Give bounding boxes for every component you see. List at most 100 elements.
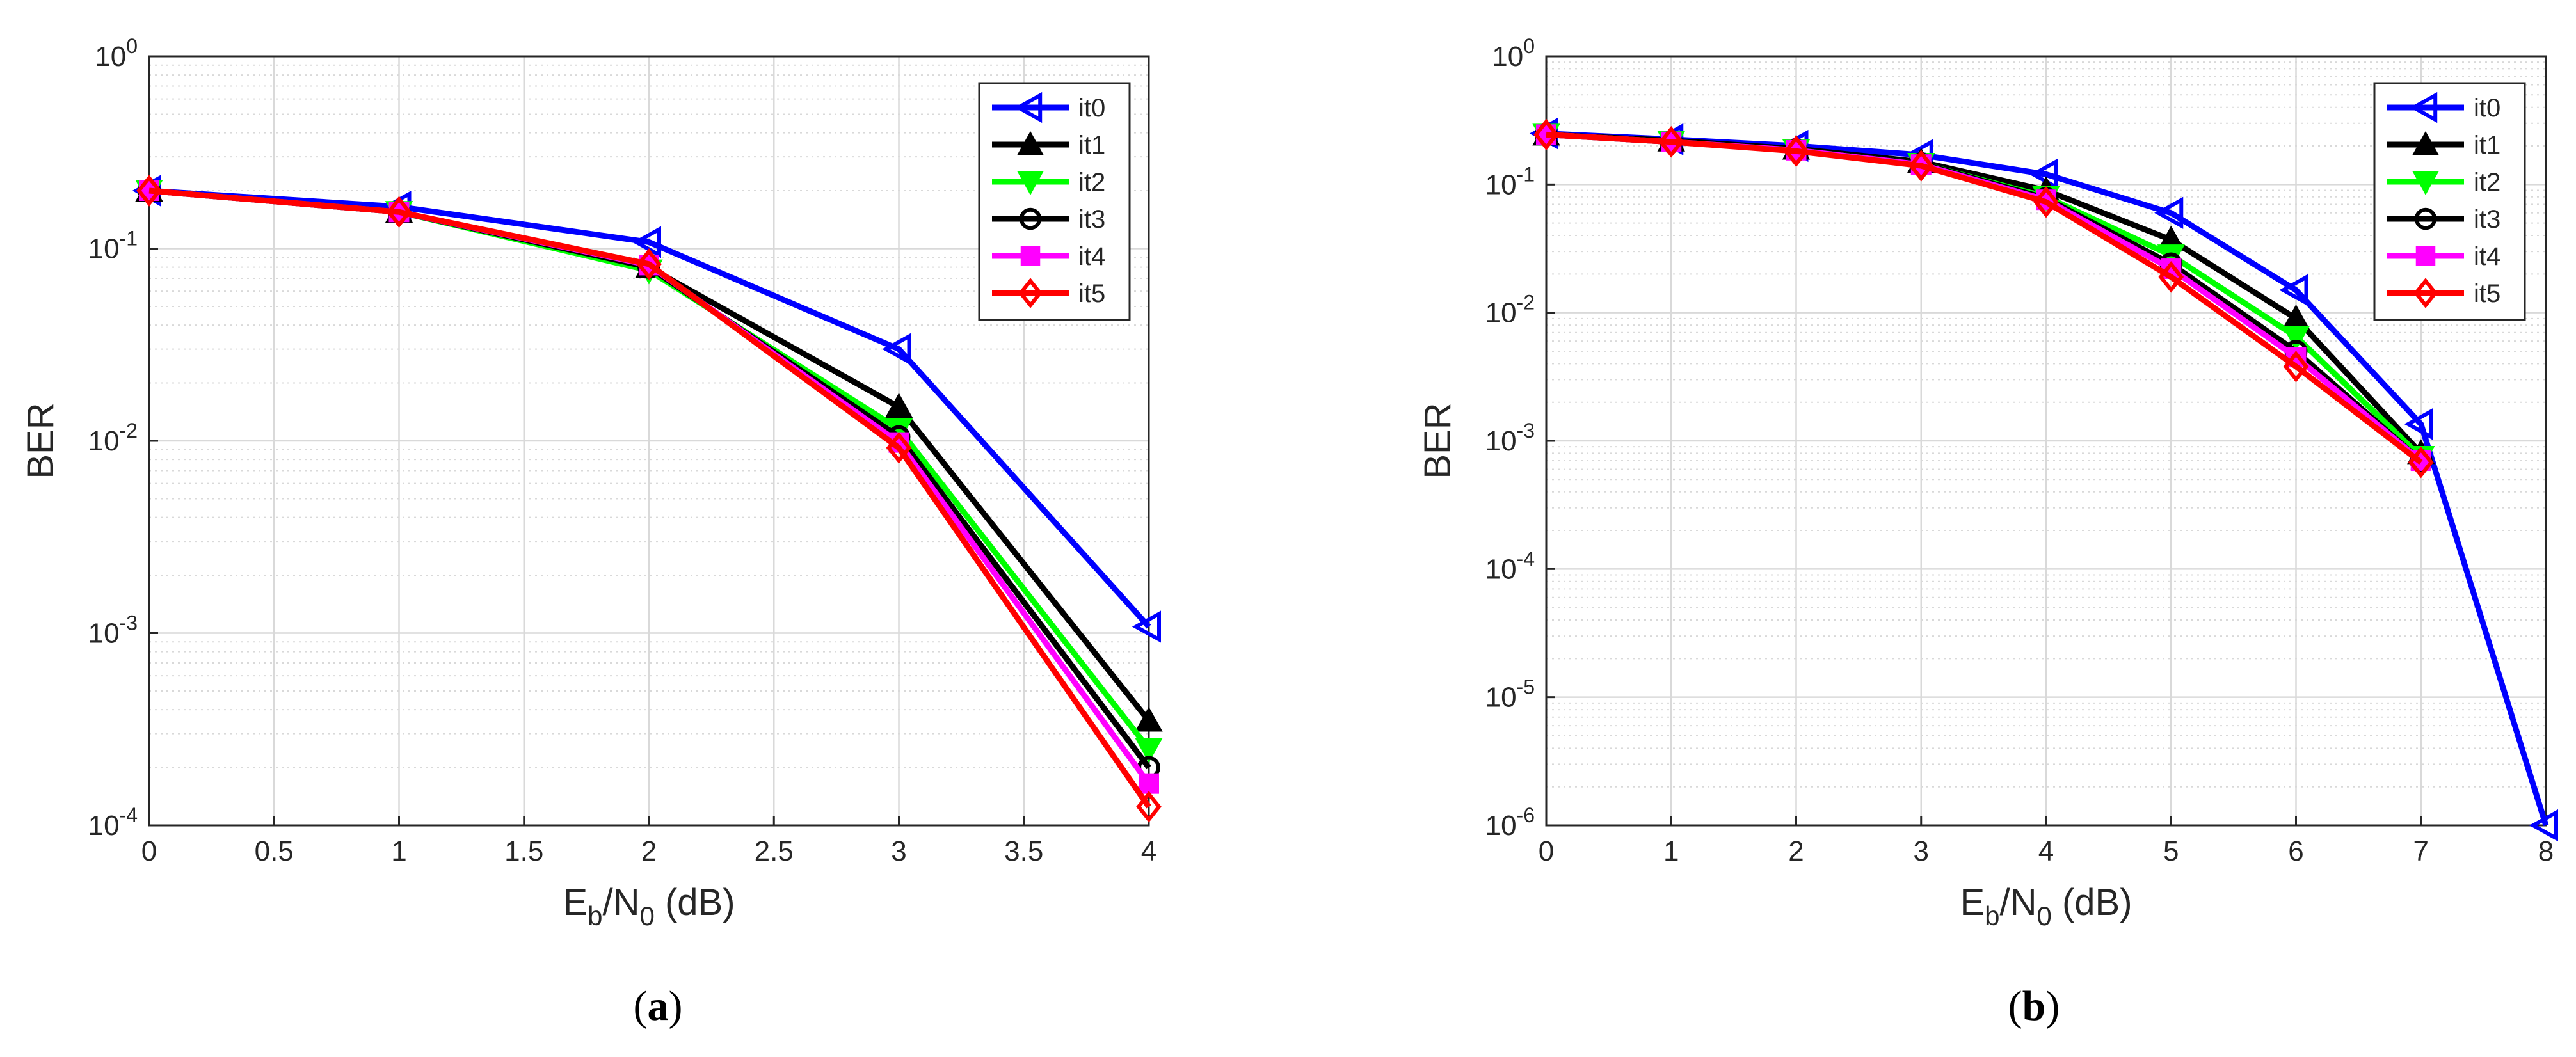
panel-b-x-tick-label: 0 bbox=[1539, 836, 1554, 867]
panel-a-point-it0 bbox=[882, 333, 911, 365]
panel-b-y-tick-label: 10-2 bbox=[1485, 291, 1535, 329]
panel-b-legend-item-it3: it3 bbox=[2387, 205, 2500, 234]
panel-a-point-it4 bbox=[1139, 773, 1159, 794]
panel-b-x-tick-label: 1 bbox=[1663, 836, 1679, 867]
panel-b-legend-item-it1: it1 bbox=[2387, 131, 2500, 159]
panel-a-y-axis-label: BER bbox=[20, 402, 61, 479]
panel-b-legend-marker-it5 bbox=[2413, 278, 2438, 308]
panel-b-point-it5 bbox=[1783, 135, 1809, 168]
panel-a-x-tick-label: 1.5 bbox=[504, 836, 543, 867]
panel-b-x-axis-label: Eb/N0 (dB) bbox=[1960, 882, 2132, 931]
panel-a-point-it5 bbox=[636, 248, 662, 280]
panel-b-legend-item-it2: it2 bbox=[2387, 168, 2500, 196]
panel-a-legend-box bbox=[978, 82, 1131, 321]
panel-b-legend-marker-it0 bbox=[2409, 91, 2438, 123]
panel-b-y-tick-label: 10-1 bbox=[1485, 163, 1535, 200]
panel-b-y-tick-label: 100 bbox=[1492, 35, 1535, 72]
panel-a-major-grid bbox=[148, 55, 1150, 827]
panel-b-legend-item-it0: it0 bbox=[2387, 91, 2500, 123]
panel-b-x-tick-label: 4 bbox=[2038, 836, 2054, 867]
panel-b-legend: it0 it1 it2 it3 it4 it5 bbox=[2373, 82, 2526, 321]
panel-b-line-it5 bbox=[1546, 131, 2423, 465]
panel-a-legend-label-it1: it1 bbox=[1078, 131, 1105, 159]
caption-b-open: ( bbox=[2008, 983, 2022, 1029]
panel-a-legend-label-it0: it0 bbox=[1078, 94, 1105, 122]
panel-a-legend-marker-it0 bbox=[1014, 91, 1043, 123]
panel-b-point-it0 bbox=[2529, 809, 2558, 842]
panel-a-line-it5 bbox=[148, 187, 1151, 809]
panel-b-point-it5 bbox=[2283, 351, 2309, 383]
panel-b-y-tick-label: 10-6 bbox=[1485, 804, 1535, 841]
panel-a-x-axis-label: Eb/N0 (dB) bbox=[563, 882, 735, 931]
panel-a-y-tick-label: 10-3 bbox=[88, 612, 138, 649]
panel-b-legend-box bbox=[2373, 82, 2526, 321]
panel-b-x-tick-label: 7 bbox=[2413, 836, 2429, 867]
panel-b-chart: 0 1 2 3 4 5 6 7 8 10-6 10-5 10-4 10-3 10-2 10-1 100 BER E… bbox=[1417, 35, 2558, 931]
panel-b-x-tick-label: 6 bbox=[2288, 836, 2303, 867]
panel-a-point-it5 bbox=[136, 175, 162, 207]
panel-b-legend-label-it3: it3 bbox=[2474, 205, 2500, 234]
panel-b-point-it5 bbox=[2408, 446, 2434, 479]
panel-a-point-it0 bbox=[1132, 610, 1161, 643]
panel-b-series-it5 bbox=[1533, 118, 2434, 479]
panel-a-point-it5 bbox=[1136, 791, 1162, 823]
panel-a-x-tick-label: 0 bbox=[141, 836, 157, 867]
panel-a-legend-marker-it4 bbox=[1020, 246, 1041, 266]
panel-a-legend-label-it5: it5 bbox=[1078, 280, 1105, 308]
panel-b-legend-marker-it4 bbox=[2415, 246, 2436, 266]
panel-a-legend-item-it1: it1 bbox=[992, 131, 1105, 159]
panel-a-x-tick-label: 4 bbox=[1141, 836, 1156, 867]
panel-a-legend-item-it2: it2 bbox=[992, 168, 1105, 196]
panel-a-x-tick-label: 2.5 bbox=[755, 836, 794, 867]
panel-a-legend-marker-it3 bbox=[1019, 207, 1042, 230]
panel-a-y-tick-label: 100 bbox=[95, 35, 138, 72]
panel-a-point-it5 bbox=[386, 196, 412, 228]
panel-a-x-tick-label: 3.5 bbox=[1004, 836, 1043, 867]
panel-a-legend-item-it4: it4 bbox=[992, 242, 1105, 271]
panel-b-x-tick-label: 5 bbox=[2163, 836, 2179, 867]
panel-b-point-it0 bbox=[2154, 196, 2184, 229]
panel-a-legend-label-it3: it3 bbox=[1078, 205, 1105, 234]
panel-a-legend-marker-it5 bbox=[1018, 278, 1043, 308]
panel-a-legend-label-it2: it2 bbox=[1078, 168, 1105, 196]
panel-b-legend-marker-it2 bbox=[2412, 171, 2439, 196]
panel-a-x-tick-label: 1 bbox=[391, 836, 406, 867]
panel-a-y-tick-label: 10-1 bbox=[88, 227, 138, 265]
panel-a-legend-item-it3: it3 bbox=[992, 205, 1105, 234]
panel-b-legend-label-it1: it1 bbox=[2474, 131, 2500, 159]
panel-b-point-it5 bbox=[2033, 186, 2059, 218]
panel-b-x-tick-label: 2 bbox=[1788, 836, 1804, 867]
caption-a-open: ( bbox=[633, 983, 648, 1029]
caption-b-label: b bbox=[2022, 983, 2046, 1029]
panel-b-y-tick-label: 10-4 bbox=[1485, 547, 1535, 585]
panel-b-y-axis-label: BER bbox=[1417, 402, 1459, 479]
panel-a-legend-item-it5: it5 bbox=[992, 278, 1105, 308]
panel-a-point-it1 bbox=[884, 393, 913, 418]
panel-a-y-tick-label: 10-2 bbox=[88, 419, 138, 457]
panel-b-legend-label-it5: it5 bbox=[2474, 280, 2500, 308]
panel-a-chart: 0 0.5 1 1.5 2 2.5 3 3.5 4 10-4 10-3 10-2 10-1 100 BER E… bbox=[20, 35, 1163, 931]
panel-b-point-it5 bbox=[1533, 118, 1559, 151]
panel-a-x-tick-label: 3 bbox=[891, 836, 906, 867]
panel-a-point-it5 bbox=[886, 432, 912, 464]
panel-a-legend: it0 it1 it2 it3 it4 it5 bbox=[978, 82, 1131, 321]
panel-b-x-tick-label: 8 bbox=[2538, 836, 2554, 867]
panel-b-legend-marker-it3 bbox=[2414, 207, 2437, 230]
panel-a-point-it0 bbox=[632, 226, 661, 258]
panel-a-series-it5 bbox=[136, 175, 1162, 823]
caption-a: (a) bbox=[607, 982, 709, 1031]
panel-b-legend-marker-it1 bbox=[2412, 131, 2439, 155]
panel-a-series bbox=[132, 174, 1163, 823]
panel-a-legend-marker-it1 bbox=[1017, 131, 1044, 155]
panel-b-point-it5 bbox=[1908, 150, 1934, 182]
panel-b-legend-item-it4: it4 bbox=[2387, 242, 2500, 271]
caption-a-label: a bbox=[647, 983, 669, 1029]
panel-a-x-tick-label: 0.5 bbox=[255, 836, 294, 867]
panel-b-y-tick-label: 10-3 bbox=[1485, 419, 1535, 457]
panel-a-y-tick-label: 10-4 bbox=[88, 804, 138, 841]
panel-b-point-it5 bbox=[1658, 125, 1684, 158]
panel-a-line-it0 bbox=[148, 187, 1151, 629]
panel-b-legend-label-it0: it0 bbox=[2474, 94, 2500, 122]
caption-a-close: ) bbox=[668, 983, 683, 1029]
